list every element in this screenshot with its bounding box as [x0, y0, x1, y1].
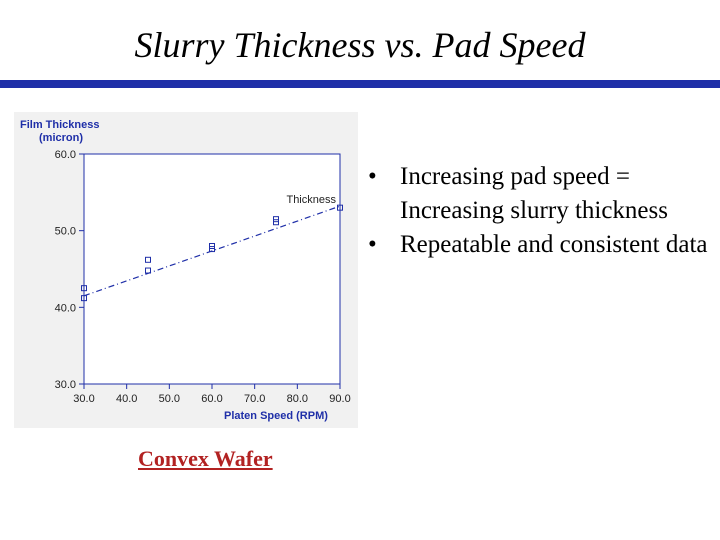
x-axis-label: Platen Speed (RPM) — [224, 410, 328, 422]
y-tick-label: 50.0 — [55, 226, 76, 238]
chart-panel: Film Thickness (micron) 60.0 50.0 40.0 30.0… — [14, 112, 358, 428]
chart-caption: Convex Wafer — [138, 446, 273, 471]
data-point — [145, 267, 151, 274]
data-point — [273, 216, 279, 223]
y-axis-label-line1: Film Thickness — [20, 119, 99, 131]
slide-title: Slurry Thickness vs. Pad Speed — [134, 25, 586, 65]
bullet-item: • Repeatable and consistent data — [368, 228, 718, 262]
data-point — [209, 246, 215, 253]
x-tick-label: 80.0 — [287, 393, 308, 405]
bullet-marker: • — [368, 231, 377, 258]
x-tick-label: 90.0 — [329, 393, 350, 405]
bullet-list: • Increasing pad speed = Increasing slur… — [368, 160, 718, 262]
data-point — [81, 295, 87, 302]
x-tick-label: 40.0 — [116, 393, 137, 405]
x-tick-label: 30.0 — [73, 393, 94, 405]
y-tick-label: 40.0 — [55, 302, 76, 314]
data-point — [273, 219, 279, 226]
data-point — [145, 256, 151, 263]
data-point — [209, 243, 215, 249]
bullet-item: • Increasing pad speed = Increasing slur… — [368, 160, 718, 228]
y-tick-label: 30.0 — [55, 379, 76, 391]
series-label: Thickness — [286, 194, 336, 206]
x-tick-label: 60.0 — [201, 393, 222, 405]
bullet-text: Repeatable and consistent data — [400, 231, 708, 258]
title-divider — [0, 80, 720, 88]
x-tick-label: 70.0 — [244, 393, 265, 405]
data-point — [81, 285, 87, 292]
bullet-marker: • — [368, 163, 377, 190]
bullet-text: Increasing pad speed = Increasing slurry… — [400, 163, 668, 224]
trend-line — [83, 205, 341, 297]
chart-plot: Film Thickness (micron) 60.0 50.0 40.0 30.0… — [20, 119, 351, 422]
y-tick-label: 60.0 — [55, 149, 76, 161]
data-point — [337, 204, 343, 211]
plot-area — [83, 153, 341, 385]
x-tick-label: 50.0 — [159, 393, 180, 405]
y-axis-label-line2: (micron) — [39, 132, 83, 144]
